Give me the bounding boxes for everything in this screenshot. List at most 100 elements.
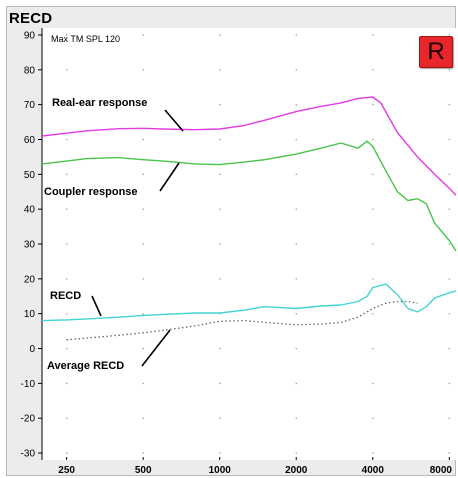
- grid-dot: [142, 313, 144, 315]
- y-tick-label: 40: [24, 205, 36, 216]
- grid-dot: [219, 452, 221, 454]
- grid-dot: [372, 138, 374, 141]
- grid-dot: [142, 208, 144, 210]
- y-tick-label: 80: [24, 65, 36, 76]
- grid-dot: [372, 347, 374, 350]
- grid-dot: [219, 173, 221, 176]
- grid-dot: [295, 243, 297, 245]
- y-tick-label: -30: [21, 449, 36, 460]
- grid-dot: [66, 69, 68, 71]
- grid-dot: [142, 69, 144, 71]
- grid-dot: [219, 34, 221, 36]
- y-tick-label: 20: [24, 274, 36, 285]
- y-tick-label: -10: [21, 379, 36, 390]
- grid-dot: [295, 104, 297, 106]
- x-tick-label: 500: [135, 465, 152, 476]
- grid-dot: [219, 278, 221, 280]
- grid-dot: [66, 104, 68, 106]
- series-real-ear-response: [41, 96, 457, 196]
- grid-dot: [448, 104, 451, 106]
- grid-dot: [448, 208, 451, 210]
- grid-dot: [372, 173, 374, 176]
- grid-dot: [372, 104, 374, 106]
- grid-dot: [295, 417, 297, 419]
- grid-dot: [219, 243, 221, 245]
- grid-dot: [142, 347, 144, 350]
- grid-dot: [219, 347, 221, 350]
- x-tick-label: 250: [58, 465, 75, 476]
- grid-dot: [295, 138, 297, 141]
- recd-leader-line: [91, 295, 102, 317]
- grid-dot: [295, 313, 297, 315]
- y-tick-label: 0: [29, 344, 35, 355]
- grid-dot: [219, 313, 221, 315]
- x-tick-label: 8000: [430, 465, 453, 476]
- grid-dot: [142, 243, 144, 245]
- x-tick-label: 1000: [209, 465, 232, 476]
- grid-dot: [448, 173, 451, 176]
- grid-dot: [66, 313, 68, 315]
- series-coupler-response: [41, 140, 457, 252]
- y-tick-label: 60: [24, 135, 36, 146]
- y-tick-label: -20: [21, 414, 36, 425]
- grid-dot: [372, 208, 374, 210]
- grid-dot: [295, 382, 297, 385]
- grid-dot: [295, 173, 297, 176]
- grid-dot: [66, 34, 68, 36]
- right-ear-badge[interactable]: R: [419, 36, 453, 68]
- grid-dot: [66, 417, 68, 419]
- grid-dot: [66, 278, 68, 280]
- average-recd-leader-line: [141, 329, 171, 367]
- coupler-leader-line: [159, 162, 180, 192]
- grid-dot: [219, 69, 221, 71]
- grid-dot: [448, 452, 451, 454]
- grid-dot: [448, 313, 451, 315]
- grid-dot: [448, 69, 451, 71]
- series-recd: [41, 283, 457, 322]
- y-tick-label: 70: [24, 100, 36, 111]
- y-tick-label: 30: [24, 240, 36, 251]
- grid-dot: [142, 138, 144, 141]
- grid-dot: [295, 347, 297, 350]
- grid-dot: [142, 173, 144, 176]
- grid-dot: [66, 452, 68, 454]
- grid-dot: [448, 243, 451, 245]
- grid-dot: [448, 34, 451, 36]
- panel-title: RECD: [9, 10, 53, 27]
- grid-dot: [66, 138, 68, 141]
- grid-dot: [219, 138, 221, 141]
- grid-dot: [219, 382, 221, 385]
- grid-dot: [372, 278, 374, 280]
- grid-dot: [372, 34, 374, 36]
- grid-dot: [142, 382, 144, 385]
- grid-dot: [66, 382, 68, 385]
- plot-area: [42, 28, 456, 460]
- real-ear-label: Real-ear response: [52, 97, 147, 109]
- grid-dot: [66, 243, 68, 245]
- grid-dot: [142, 104, 144, 106]
- y-tick-label: 90: [24, 30, 36, 41]
- grid-dot: [448, 382, 451, 385]
- y-tick-label: 10: [24, 309, 36, 320]
- grid-dot: [142, 34, 144, 36]
- y-tick-label: 50: [24, 170, 36, 181]
- coupler-label: Coupler response: [44, 186, 138, 198]
- grid-dot: [219, 104, 221, 106]
- grid-dot: [372, 243, 374, 245]
- grid-dot: [142, 417, 144, 419]
- max-spl-label: Max TM SPL 120: [51, 34, 120, 44]
- grid-dot: [372, 69, 374, 71]
- grid-dot: [295, 452, 297, 454]
- average-recd-label: Average RECD: [47, 360, 124, 372]
- grid-dot: [142, 278, 144, 280]
- grid-dot: [295, 278, 297, 280]
- grid-dot: [295, 208, 297, 210]
- grid-dot: [448, 347, 451, 350]
- grid-dot: [372, 452, 374, 454]
- grid-dot: [295, 34, 297, 36]
- grid-dot: [372, 313, 374, 315]
- real-ear-leader-line: [164, 109, 184, 132]
- grid-dot: [295, 69, 297, 71]
- grid-dot: [448, 417, 451, 419]
